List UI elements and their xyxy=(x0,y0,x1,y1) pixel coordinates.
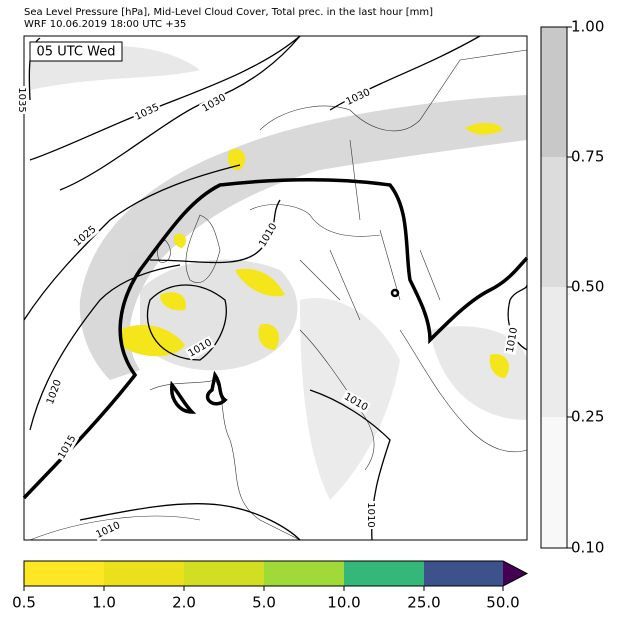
cloud-colorbar: 1.00 0.75 0.50 0.25 0.10 xyxy=(540,18,604,557)
isobar-label-bg xyxy=(342,85,374,109)
colorbar-segment xyxy=(541,27,567,157)
isobar-label: 1035 xyxy=(16,87,27,112)
colorbar-segment xyxy=(541,157,567,287)
colorbar-segment xyxy=(184,561,264,586)
tick-label: 2.0 xyxy=(172,594,196,612)
isobar-label-bg xyxy=(131,100,163,124)
isobar-label-bg xyxy=(503,325,521,355)
isobar-label-bg xyxy=(16,86,28,114)
colorbar-segment xyxy=(541,417,567,548)
colorbar-segment xyxy=(24,561,104,586)
tick-label: 50.0 xyxy=(486,594,519,612)
isobar-label-bg xyxy=(255,219,281,251)
isobar-label-bg xyxy=(92,518,124,542)
colorbar-segment xyxy=(424,561,503,586)
map-frame xyxy=(23,35,528,541)
title-line: WRF 10.06.2019 18:00 UTC +35 xyxy=(24,19,186,30)
isobar-label: 1010 xyxy=(505,327,520,354)
isobar-label-bg xyxy=(365,501,377,529)
isobar-label-bg xyxy=(54,431,80,463)
tick-label: 5.0 xyxy=(252,594,276,612)
precip-colorbar: 0.5 1.0 2.0 5.0 10.0 25.0 50.0 xyxy=(12,560,529,612)
isobar-label: 1010 xyxy=(365,502,376,527)
colorbar-segment xyxy=(104,561,184,586)
colorbar-segment xyxy=(264,561,344,586)
isobar-label-bg xyxy=(43,376,65,408)
colorbar-segment xyxy=(344,561,424,586)
title-line: Sea Level Pressure [hPa], Mid-Level Clou… xyxy=(24,7,433,18)
isobar-label-bg xyxy=(184,335,216,361)
colorbar-extension xyxy=(503,561,527,586)
tick-label: 1.0 xyxy=(92,594,116,612)
coastlines xyxy=(29,49,528,541)
tick-label: 0.25 xyxy=(571,408,604,426)
tick-label: 0.75 xyxy=(571,148,604,166)
isobar-label-bg xyxy=(70,222,100,250)
colorbar-frame xyxy=(23,560,529,587)
tick-label: 0.5 xyxy=(12,594,36,612)
tick-label: 1.00 xyxy=(571,18,604,36)
time-label: 05 UTC Wed xyxy=(37,45,116,60)
tick-label: 25.0 xyxy=(407,594,440,612)
isobar-1015 xyxy=(22,178,529,500)
isobar-label-bg xyxy=(198,90,230,116)
tick-label: 0.10 xyxy=(571,539,604,557)
map: 05 UTC Wed 1035 1035 1030 10301025102010151… xyxy=(16,35,529,542)
tick-label: 10.0 xyxy=(327,594,360,612)
time-box xyxy=(29,41,123,62)
isobar-label-bg xyxy=(340,389,372,415)
tick-label: 0.50 xyxy=(571,278,604,296)
precipitation xyxy=(120,122,510,378)
colorbar-segment xyxy=(541,287,567,417)
